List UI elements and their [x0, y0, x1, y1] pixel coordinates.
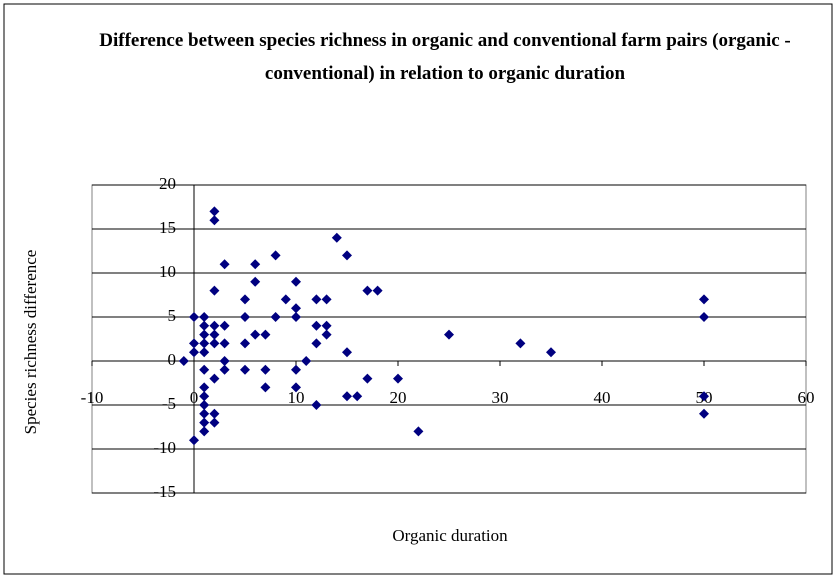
- point: [189, 347, 199, 358]
- point: [311, 294, 322, 305]
- y-tick-label: -10: [153, 438, 176, 457]
- chart-border: [3, 3, 833, 575]
- point: [393, 373, 403, 384]
- y-tick-label: 0: [168, 350, 177, 369]
- point: [331, 232, 342, 243]
- x-tick-label: 30: [492, 388, 509, 407]
- point: [199, 417, 210, 428]
- point: [699, 391, 709, 402]
- point: [321, 329, 332, 340]
- y-tick-label: -5: [162, 394, 176, 413]
- point: [270, 250, 281, 261]
- point: [413, 426, 424, 437]
- point: [209, 285, 220, 296]
- point: [291, 382, 301, 393]
- point: [372, 285, 383, 296]
- point: [199, 400, 210, 410]
- point: [209, 206, 220, 217]
- point: [209, 373, 220, 384]
- point: [209, 320, 220, 331]
- point: [199, 364, 210, 375]
- point: [699, 408, 709, 419]
- point: [311, 338, 322, 349]
- point: [209, 338, 220, 349]
- point: [321, 320, 332, 331]
- y-tick-label: 5: [168, 306, 177, 325]
- point: [280, 294, 291, 305]
- point: [321, 294, 332, 305]
- point: [250, 259, 261, 270]
- point: [311, 320, 322, 331]
- point: [260, 329, 271, 340]
- point: [209, 408, 220, 419]
- point: [352, 391, 363, 402]
- point: [189, 338, 199, 349]
- point: [199, 382, 210, 393]
- point: [199, 338, 210, 349]
- x-tick-label: 40: [594, 388, 611, 407]
- point: [199, 329, 210, 340]
- point: [199, 320, 210, 331]
- x-tick-label: -10: [81, 388, 104, 407]
- point: [342, 391, 352, 402]
- x-axis-label: Organic duration: [392, 526, 508, 545]
- point: [362, 373, 373, 384]
- chart-title: Difference between species richness in o…: [99, 30, 791, 84]
- point: [219, 364, 230, 375]
- point: [699, 312, 709, 322]
- point: [546, 347, 556, 358]
- point: [291, 312, 301, 322]
- point: [270, 312, 281, 322]
- point: [301, 356, 312, 366]
- point: [444, 329, 454, 340]
- point: [250, 329, 261, 340]
- point: [699, 294, 709, 305]
- point: [240, 338, 250, 349]
- point: [260, 382, 271, 393]
- point: [199, 347, 210, 358]
- point: [342, 347, 352, 358]
- point: [199, 408, 210, 419]
- point: [199, 426, 210, 437]
- point: [209, 417, 220, 428]
- point: [219, 356, 230, 366]
- point: [199, 312, 210, 322]
- point: [209, 215, 220, 226]
- point: [219, 259, 230, 270]
- point: [240, 364, 250, 375]
- x-tick-label: 20: [390, 388, 407, 407]
- y-tick-label: 10: [159, 262, 176, 281]
- point: [311, 400, 322, 410]
- x-tick-label: 10: [288, 388, 305, 407]
- point: [515, 338, 526, 349]
- point: [209, 329, 220, 340]
- y-tick-label: -15: [153, 482, 176, 501]
- point: [342, 250, 352, 261]
- point: [291, 364, 301, 375]
- point: [178, 356, 189, 366]
- point: [362, 285, 373, 296]
- y-tick-label: 15: [159, 218, 176, 237]
- point: [219, 320, 230, 331]
- point: [250, 276, 261, 287]
- y-tick-label: 20: [159, 174, 176, 193]
- y-axis-label: Species richness difference: [21, 250, 40, 435]
- point: [240, 312, 250, 322]
- point: [219, 338, 230, 349]
- point: [199, 391, 210, 402]
- point: [240, 294, 250, 305]
- point: [291, 303, 301, 314]
- point: [260, 364, 271, 375]
- point: [189, 435, 199, 446]
- x-tick-label: 60: [798, 388, 815, 407]
- point: [189, 312, 199, 322]
- point: [291, 276, 301, 287]
